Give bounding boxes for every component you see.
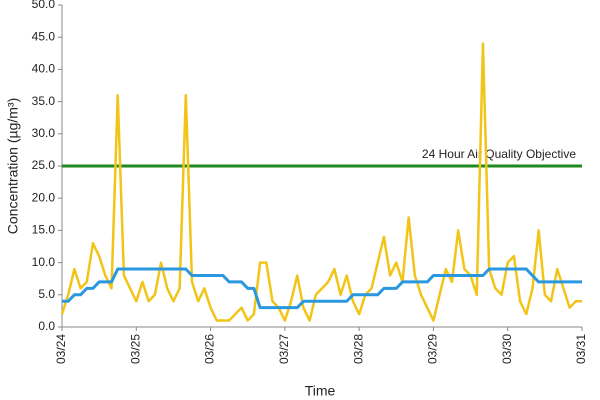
y-tick-label: 0.0 xyxy=(38,319,55,333)
objective-label: 24 Hour Air Quality Objective xyxy=(422,147,576,161)
x-tick-label: 03/29 xyxy=(426,334,440,364)
y-tick-label: 5.0 xyxy=(38,287,55,301)
y-axis-label: Concentration (µg/m³) xyxy=(5,98,21,234)
y-tick-label: 45.0 xyxy=(32,29,56,43)
x-axis-label: Time xyxy=(305,383,336,399)
x-tick-label: 03/28 xyxy=(351,334,365,364)
y-tick-label: 35.0 xyxy=(32,94,56,108)
x-tick-label: 03/26 xyxy=(203,334,217,364)
series-line xyxy=(60,42,582,322)
y-tick-label: 25.0 xyxy=(32,158,56,172)
y-tick-label: 50.0 xyxy=(32,0,56,11)
y-tick-label: 40.0 xyxy=(32,62,56,76)
x-tick-label: 03/25 xyxy=(128,334,142,364)
y-tick-label: 15.0 xyxy=(32,223,56,237)
x-tick-label: 03/24 xyxy=(54,334,68,364)
x-tick-label: 03/27 xyxy=(277,334,291,364)
y-tick-label: 10.0 xyxy=(32,255,56,269)
x-tick-label: 03/31 xyxy=(574,334,588,364)
x-tick-label: 03/30 xyxy=(500,334,514,364)
y-tick-label: 30.0 xyxy=(32,126,56,140)
y-tick-label: 20.0 xyxy=(32,190,56,204)
series-line xyxy=(62,267,582,310)
